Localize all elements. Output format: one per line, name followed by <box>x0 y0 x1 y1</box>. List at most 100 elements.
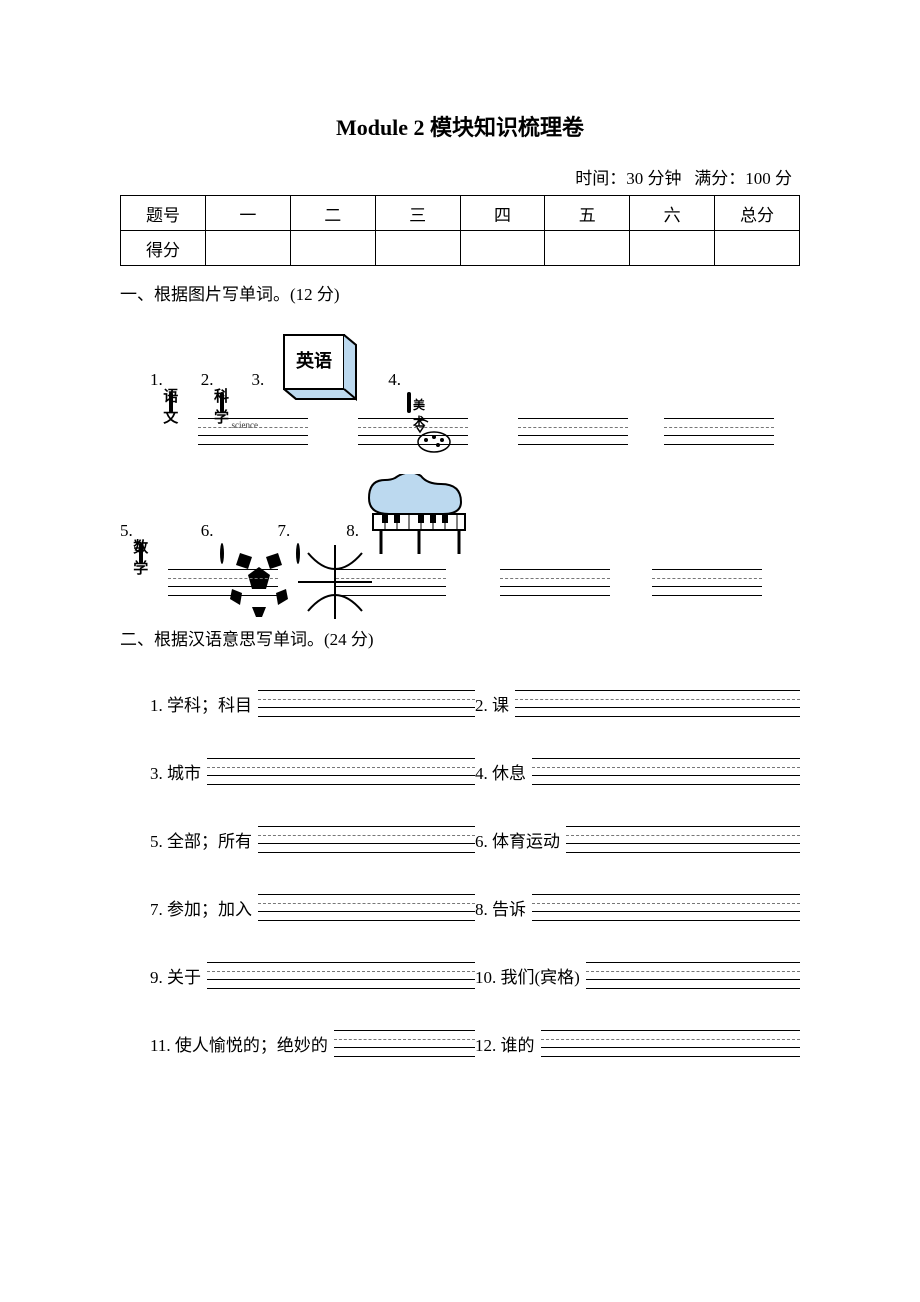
s2-item: 5. 全部；所有 <box>150 826 475 852</box>
blank-row <box>150 569 800 595</box>
writing-box[interactable] <box>515 690 800 716</box>
s2-num: 7. <box>150 900 163 919</box>
score-cell[interactable] <box>290 231 375 266</box>
s2-num: 3. <box>150 764 163 783</box>
pic-num: 2. <box>201 370 214 412</box>
s2-num: 2. <box>475 696 488 715</box>
s2-zh: 我们(宾格) <box>501 968 580 987</box>
score-cell[interactable] <box>715 231 800 266</box>
page: Module 2 模块知识梳理卷 时间：30 分钟 满分：100 分 题号 一 … <box>0 0 920 1302</box>
art-book-icon: 美术 <box>407 394 411 412</box>
s2-num: 12. <box>475 1036 496 1055</box>
s2-item: 8. 告诉 <box>475 894 800 920</box>
writing-box[interactable] <box>518 418 628 444</box>
section2-heading: 二、根据汉语意思写单词。(24 分) <box>120 625 800 650</box>
table-row: 题号 一 二 三 四 五 六 总分 <box>121 196 800 231</box>
s2-num: 1. <box>150 696 163 715</box>
pic-num: 5. <box>120 521 133 563</box>
table-row: 得分 <box>121 231 800 266</box>
writing-box[interactable] <box>168 569 278 595</box>
writing-box[interactable] <box>586 962 800 988</box>
col-4: 四 <box>460 196 545 231</box>
s2-zh: 参加；加入 <box>167 900 252 919</box>
s2-zh: 课 <box>492 696 509 715</box>
writing-box[interactable] <box>358 418 468 444</box>
s2-item: 10. 我们(宾格) <box>475 962 800 988</box>
writing-box[interactable] <box>198 418 308 444</box>
s2-zh: 使人愉悦的；绝妙的 <box>175 1036 328 1055</box>
col-3: 三 <box>375 196 460 231</box>
s2-zh: 告诉 <box>492 900 526 919</box>
s2-zh: 关于 <box>167 968 201 987</box>
writing-box[interactable] <box>334 1030 475 1056</box>
chinese-book-icon: 语文 <box>169 394 173 412</box>
pic-item-6: 6. <box>201 521 224 563</box>
s2-row: 7. 参加；加入 8. 告诉 <box>150 894 800 920</box>
s2-item: 4. 休息 <box>475 758 800 784</box>
s2-item: 12. 谁的 <box>475 1030 800 1056</box>
time-label: 时间： <box>575 169 626 188</box>
meta-line: 时间：30 分钟 满分：100 分 <box>120 164 800 189</box>
writing-box[interactable] <box>532 758 800 784</box>
score-cell[interactable] <box>460 231 545 266</box>
score-cell[interactable] <box>545 231 630 266</box>
s2-num: 6. <box>475 832 488 851</box>
pic-item-3: 3. 英语 <box>252 327 361 412</box>
writing-box[interactable] <box>258 826 475 852</box>
score-cell[interactable] <box>630 231 715 266</box>
writing-box[interactable] <box>207 962 475 988</box>
writing-box[interactable] <box>336 569 446 595</box>
english-book-icon: 英语 <box>270 327 360 412</box>
pic-num: 1. <box>150 370 163 412</box>
full-label: 满分： <box>694 169 745 188</box>
s2-row: 9. 关于 10. 我们(宾格) <box>150 962 800 988</box>
score-cell[interactable] <box>375 231 460 266</box>
s2-zh: 全部；所有 <box>167 832 252 851</box>
pic-num: 3. <box>252 370 265 412</box>
writing-box[interactable] <box>532 894 800 920</box>
s2-row: 1. 学科；科目 2. 课 <box>150 690 800 716</box>
writing-box[interactable] <box>541 1030 801 1056</box>
science-book-icon: 科学 science <box>220 394 224 412</box>
writing-box[interactable] <box>664 418 774 444</box>
s2-num: 10. <box>475 968 496 987</box>
pic-row: 1. 语文 2. 科学 <box>150 327 800 412</box>
writing-box[interactable] <box>207 758 475 784</box>
pic-item-4: 4. 美术 <box>388 370 411 412</box>
s2-num: 11. <box>150 1036 171 1055</box>
writing-box[interactable] <box>258 690 475 716</box>
section2-items: 1. 学科；科目 2. 课 3. 城市 4. 休息 5. 全部；所有 <box>150 690 800 1056</box>
full-value: 100 分 <box>745 169 792 188</box>
pic-item-1: 1. 语文 <box>150 370 173 412</box>
writing-box[interactable] <box>652 569 762 595</box>
col-1: 一 <box>206 196 291 231</box>
pic-row: 5. 数学 6. <box>120 474 800 563</box>
s2-item: 3. 城市 <box>150 758 475 784</box>
s2-num: 5. <box>150 832 163 851</box>
page-title: Module 2 模块知识梳理卷 <box>120 110 800 142</box>
blank-row <box>180 418 800 444</box>
score-cell[interactable] <box>206 231 291 266</box>
s2-zh: 谁的 <box>501 1036 535 1055</box>
writing-box[interactable] <box>566 826 800 852</box>
s2-item: 2. 课 <box>475 690 800 716</box>
s2-zh: 休息 <box>492 764 526 783</box>
writing-box[interactable] <box>500 569 610 595</box>
book-label: 英语 <box>295 350 332 371</box>
s2-row: 3. 城市 4. 休息 <box>150 758 800 784</box>
col-2: 二 <box>290 196 375 231</box>
s2-item: 1. 学科；科目 <box>150 690 475 716</box>
col-7: 总分 <box>715 196 800 231</box>
section1-heading: 一、根据图片写单词。(12 分) <box>120 280 800 305</box>
col-5: 五 <box>545 196 630 231</box>
writing-box[interactable] <box>258 894 475 920</box>
pic-item-2: 2. 科学 science <box>201 370 224 412</box>
time-value: 30 分钟 <box>626 169 681 188</box>
score-table: 题号 一 二 三 四 五 六 总分 得分 <box>120 195 800 266</box>
pic-num: 4. <box>388 370 401 412</box>
s2-row: 11. 使人愉悦的；绝妙的 12. 谁的 <box>150 1030 800 1056</box>
s2-num: 8. <box>475 900 488 919</box>
section1-pics: 1. 语文 2. 科学 <box>150 327 800 595</box>
s2-zh: 体育运动 <box>492 832 560 851</box>
score-header: 得分 <box>121 231 206 266</box>
